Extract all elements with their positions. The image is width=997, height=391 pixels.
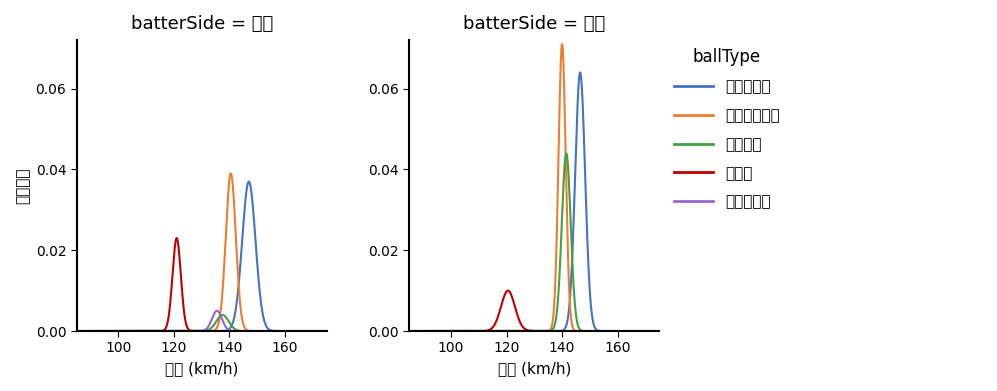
Title: batterSide = 左打: batterSide = 左打 [464, 15, 605, 33]
Title: batterSide = 右打: batterSide = 右打 [131, 15, 273, 33]
X-axis label: 球速 (km/h): 球速 (km/h) [498, 361, 571, 376]
X-axis label: 球速 (km/h): 球速 (km/h) [165, 361, 238, 376]
Legend: ストレート, カットボール, シンカー, カーブ, スライダー: ストレート, カットボール, シンカー, カーブ, スライダー [674, 48, 780, 210]
Y-axis label: 確率密度: 確率密度 [15, 167, 30, 204]
